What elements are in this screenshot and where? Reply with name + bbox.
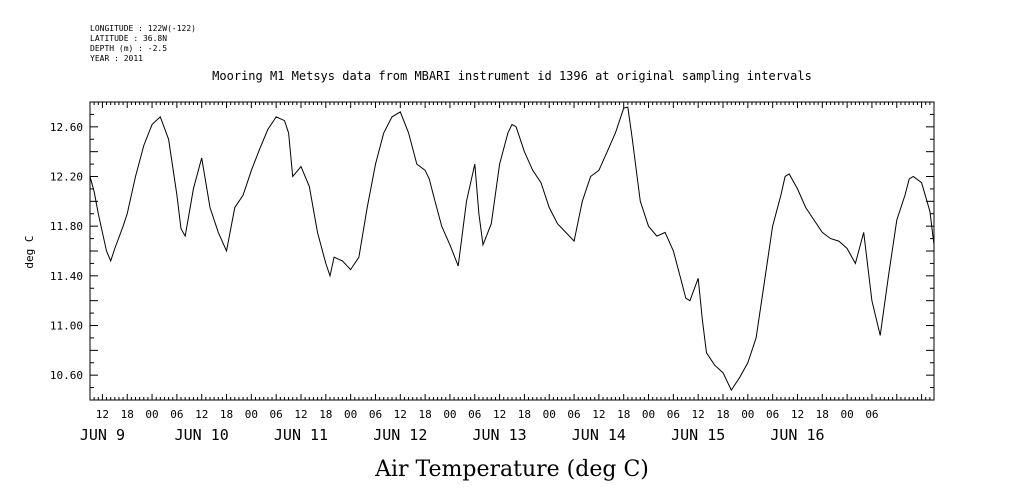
- x-hour-label: 00: [344, 408, 357, 421]
- meta-depth: DEPTH (m) : -2.5: [90, 44, 167, 53]
- x-hour-label: 12: [493, 408, 506, 421]
- x-hour-label: 06: [567, 408, 580, 421]
- x-hour-label: 00: [443, 408, 456, 421]
- x-hour-label: 00: [642, 408, 655, 421]
- x-axis-title: Air Temperature (deg C): [374, 457, 649, 482]
- x-hour-label: 12: [195, 408, 208, 421]
- x-day-label: JUN 9: [80, 426, 125, 444]
- x-hour-label: 06: [468, 408, 481, 421]
- x-day-labels: JUN 9 JUN 10 JUN 11 JUN 12 JUN 13 JUN 14 JUN 1…: [80, 426, 825, 444]
- x-hour-label: 00: [245, 408, 258, 421]
- x-hour-label: 18: [220, 408, 233, 421]
- y-tick-label: 12.20: [50, 171, 83, 184]
- x-hour-label: 12: [692, 408, 705, 421]
- x-hour-label: 12: [791, 408, 804, 421]
- plot-frame: [89, 101, 935, 401]
- y-tick-label: 11.40: [50, 270, 83, 283]
- x-day-label: JUN 13: [472, 426, 526, 444]
- x-hour-label: 00: [741, 408, 754, 421]
- x-hour-label: 12: [294, 408, 307, 421]
- x-hour-labels: 12 18 00 06 12 18 00 06 12 18 00 06 12 18 00 06 12 18 00 06…: [96, 408, 879, 421]
- x-day-label: JUN 14: [572, 426, 626, 444]
- x-hour-label: 12: [96, 408, 109, 421]
- x-day-label: JUN 15: [671, 426, 725, 444]
- y-tick-label: 11.00: [50, 320, 83, 333]
- y-tick-labels: 10.60 11.00 11.40 11.80 12.20 12.60: [50, 121, 83, 382]
- x-hour-label: 18: [319, 408, 332, 421]
- chart-title: Mooring M1 Metsys data from MBARI instru…: [212, 69, 812, 83]
- x-day-label: JUN 12: [373, 426, 427, 444]
- x-hour-label: 06: [667, 408, 680, 421]
- x-hour-label: 06: [369, 408, 382, 421]
- series-line-air-temperature: [89, 106, 935, 392]
- x-hour-label: 18: [418, 408, 431, 421]
- x-hour-label: 18: [121, 408, 134, 421]
- meta-longitude: LONGITUDE : 122W(-122): [90, 24, 196, 33]
- x-hour-label: 18: [716, 408, 729, 421]
- x-hour-label: 00: [145, 408, 158, 421]
- meta-latitude: LATITUDE : 36.8N: [90, 34, 167, 43]
- x-hour-label: 12: [592, 408, 605, 421]
- x-hour-label: 12: [394, 408, 407, 421]
- y-tick-label: 10.60: [50, 369, 83, 382]
- x-hour-label: 00: [840, 408, 853, 421]
- x-day-label: JUN 11: [274, 426, 328, 444]
- axis-ticks: [89, 101, 935, 401]
- y-tick-label: 11.80: [50, 220, 83, 233]
- x-day-label: JUN 16: [770, 426, 824, 444]
- x-hour-label: 18: [816, 408, 829, 421]
- x-hour-label: 06: [170, 408, 183, 421]
- x-hour-label: 06: [766, 408, 779, 421]
- x-hour-label: 06: [270, 408, 283, 421]
- x-hour-label: 18: [617, 408, 630, 421]
- y-axis-label: deg C: [23, 235, 36, 268]
- x-hour-label: 06: [865, 408, 878, 421]
- x-day-label: JUN 10: [175, 426, 229, 444]
- metadata-block: LONGITUDE : 122W(-122) LATITUDE : 36.8N …: [90, 24, 196, 63]
- x-hour-label: 18: [518, 408, 531, 421]
- y-tick-label: 12.60: [50, 121, 83, 134]
- x-hour-label: 00: [543, 408, 556, 421]
- meta-year: YEAR : 2011: [90, 54, 143, 63]
